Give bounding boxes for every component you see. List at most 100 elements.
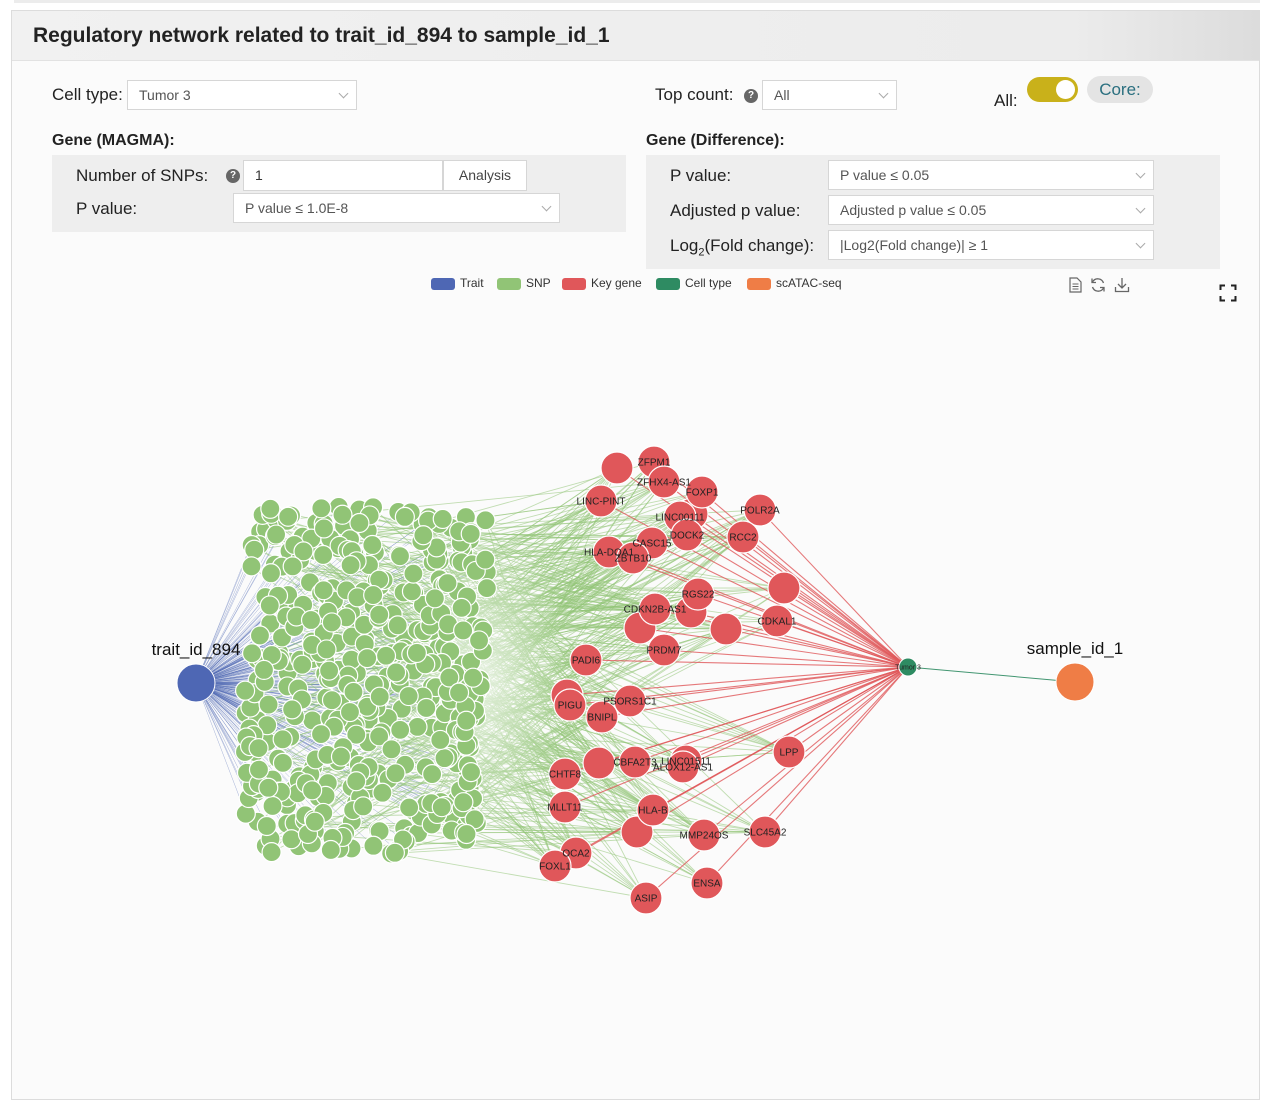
refresh-icon[interactable]	[1089, 276, 1107, 294]
gene-node[interactable]	[670, 518, 704, 552]
snp-node[interactable]	[363, 584, 384, 606]
snp-node[interactable]	[385, 763, 406, 784]
log-fc-select[interactable]: |Log2(Fold change)| ≥ 1	[828, 230, 1154, 260]
snp-node[interactable]	[320, 839, 341, 861]
help-icon[interactable]: ?	[226, 169, 240, 183]
gene-node[interactable]	[647, 465, 681, 499]
snp-node[interactable]	[241, 556, 262, 577]
snp-node[interactable]	[475, 510, 496, 531]
snp-node[interactable]	[253, 659, 275, 681]
diff-pvalue-select[interactable]: P value ≤ 0.05	[828, 160, 1154, 190]
snp-node[interactable]	[293, 541, 314, 562]
trait-node[interactable]	[176, 663, 216, 703]
snp-node[interactable]	[381, 739, 402, 760]
gene-node[interactable]	[548, 757, 582, 791]
snp-node[interactable]	[422, 764, 443, 785]
gene-node[interactable]	[618, 745, 652, 779]
snp-node[interactable]	[437, 573, 458, 594]
snp-node[interactable]	[249, 625, 271, 646]
fullscreen-icon[interactable]	[1219, 284, 1237, 302]
snp-node[interactable]	[313, 580, 334, 601]
snp-node[interactable]	[462, 667, 484, 688]
snp-node[interactable]	[292, 654, 313, 675]
snp-node[interactable]	[369, 604, 390, 625]
snp-node[interactable]	[353, 796, 374, 817]
snp-node[interactable]	[434, 748, 455, 769]
snp-node[interactable]	[390, 719, 411, 740]
snp-node[interactable]	[302, 780, 323, 801]
snp-node[interactable]	[310, 724, 332, 745]
snps-input[interactable]: 1	[243, 160, 443, 191]
snp-node[interactable]	[413, 525, 434, 546]
snp-node[interactable]	[262, 795, 283, 817]
gene-node[interactable]	[690, 866, 724, 900]
snp-node[interactable]	[456, 710, 477, 731]
snp-node[interactable]	[259, 595, 280, 616]
gene-node[interactable]	[647, 633, 681, 667]
gene-node[interactable]	[629, 881, 663, 915]
snp-node[interactable]	[456, 823, 477, 845]
snp-node[interactable]	[260, 498, 281, 519]
gene-node[interactable]	[772, 735, 806, 769]
top-count-select[interactable]: All	[762, 80, 897, 110]
snp-node[interactable]	[386, 662, 407, 683]
snp-node[interactable]	[416, 697, 437, 719]
snp-node[interactable]	[451, 597, 472, 618]
snp-node[interactable]	[406, 642, 427, 664]
gene-node[interactable]	[760, 604, 794, 638]
snp-node[interactable]	[261, 842, 282, 863]
snp-node[interactable]	[372, 782, 393, 803]
core-label[interactable]: Core:	[1087, 76, 1153, 103]
snp-node[interactable]	[403, 563, 424, 584]
snp-node[interactable]	[375, 645, 397, 666]
snp-node[interactable]	[265, 524, 287, 545]
snp-node[interactable]	[460, 523, 481, 544]
snp-node[interactable]	[357, 648, 378, 669]
document-icon[interactable]	[1066, 276, 1084, 294]
gene-node[interactable]	[569, 643, 603, 677]
magma-pvalue-select[interactable]: P value ≤ 1.0E-8	[233, 193, 560, 223]
sample-node[interactable]	[1055, 662, 1095, 702]
snp-node[interactable]	[346, 771, 367, 792]
gene-node[interactable]	[709, 612, 743, 646]
help-icon[interactable]: ?	[744, 89, 758, 103]
gene-node[interactable]	[685, 475, 719, 509]
snp-node[interactable]	[300, 609, 322, 631]
snp-node[interactable]	[321, 612, 342, 633]
gene-node[interactable]	[726, 520, 760, 554]
snp-node[interactable]	[394, 506, 415, 528]
snp-node[interactable]	[278, 506, 299, 527]
gene-node[interactable]	[553, 688, 587, 722]
snp-node[interactable]	[258, 777, 279, 798]
snp-node[interactable]	[369, 686, 390, 707]
cell-type-node[interactable]	[898, 657, 918, 677]
snp-node[interactable]	[256, 815, 277, 837]
snp-node[interactable]	[432, 508, 453, 530]
gene-node[interactable]	[638, 592, 672, 626]
snp-node[interactable]	[460, 762, 482, 783]
snp-node[interactable]	[248, 759, 270, 780]
core-toggle[interactable]	[1027, 77, 1078, 102]
snp-node[interactable]	[234, 680, 256, 701]
snp-node[interactable]	[476, 578, 497, 599]
snp-node[interactable]	[430, 729, 451, 751]
snp-node[interactable]	[369, 726, 390, 747]
snp-node[interactable]	[260, 563, 282, 584]
gene-node[interactable]	[748, 815, 782, 849]
gene-node[interactable]	[600, 451, 634, 485]
download-icon[interactable]	[1113, 276, 1131, 294]
snp-node[interactable]	[384, 842, 405, 863]
snp-node[interactable]	[453, 792, 474, 813]
snp-node[interactable]	[313, 544, 334, 566]
snp-node[interactable]	[313, 518, 335, 539]
snp-node[interactable]	[332, 504, 353, 525]
snp-node[interactable]	[398, 685, 419, 707]
snp-node[interactable]	[431, 797, 452, 818]
snp-node[interactable]	[304, 811, 325, 832]
snp-node[interactable]	[281, 699, 303, 720]
gene-node[interactable]	[584, 484, 618, 518]
snp-node[interactable]	[387, 615, 408, 636]
snp-node[interactable]	[363, 835, 384, 856]
gene-node[interactable]	[687, 818, 721, 852]
